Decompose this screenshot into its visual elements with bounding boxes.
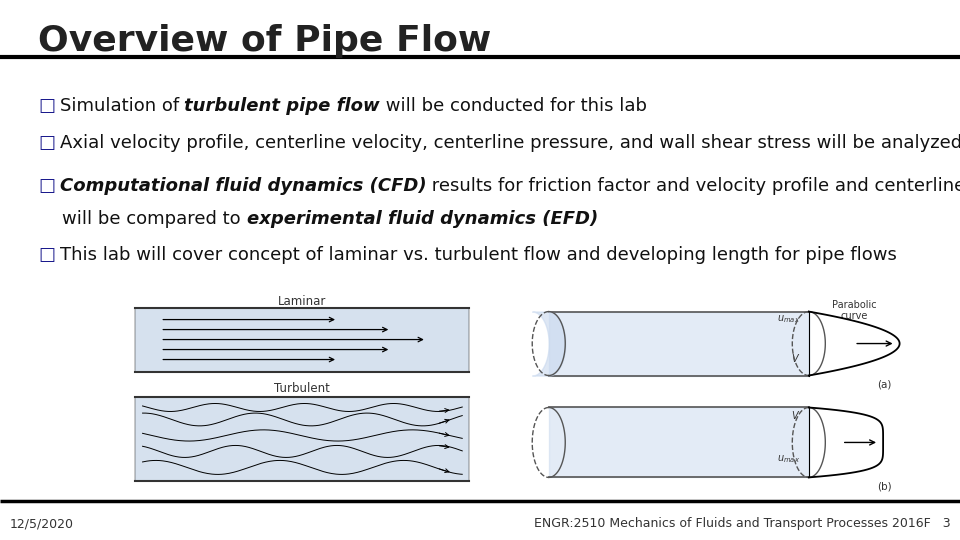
Text: 12/5/2020: 12/5/2020 (10, 517, 74, 530)
Bar (135, 308, 469, 372)
Text: experimental fluid dynamics (EFD): experimental fluid dynamics (EFD) (247, 210, 598, 227)
Text: □: □ (38, 246, 56, 264)
Text: □: □ (38, 97, 56, 115)
Text: □: □ (38, 177, 56, 195)
Polygon shape (549, 312, 808, 375)
Text: will be compared to: will be compared to (62, 210, 247, 227)
Polygon shape (549, 408, 808, 477)
Text: □: □ (38, 134, 56, 152)
Text: Laminar: Laminar (278, 295, 326, 308)
Text: Parabolic
curve: Parabolic curve (832, 300, 876, 321)
Text: $u_{max}$: $u_{max}$ (778, 314, 801, 326)
Text: This lab will cover concept of laminar vs. turbulent flow and developing length : This lab will cover concept of laminar v… (60, 246, 897, 264)
Text: $u_{max}$: $u_{max}$ (778, 454, 801, 465)
Text: results for friction factor and velocity profile and centerline pressure: results for friction factor and velocity… (426, 177, 960, 195)
Text: (b): (b) (876, 482, 892, 491)
Text: ENGR:2510 Mechanics of Fluids and Transport Processes 2016F   3: ENGR:2510 Mechanics of Fluids and Transp… (534, 517, 950, 530)
Text: $V$: $V$ (791, 352, 801, 363)
Text: turbulent pipe flow: turbulent pipe flow (184, 97, 380, 115)
Text: Turbulent: Turbulent (275, 381, 330, 395)
Text: Computational fluid dynamics (CFD): Computational fluid dynamics (CFD) (60, 177, 426, 195)
Text: will be conducted for this lab: will be conducted for this lab (380, 97, 647, 115)
Bar (135, 397, 469, 482)
Text: Overview of Pipe Flow: Overview of Pipe Flow (38, 24, 492, 58)
Text: Axial velocity profile, centerline velocity, centerline pressure, and wall shear: Axial velocity profile, centerline veloc… (60, 134, 960, 152)
Text: $V$: $V$ (791, 409, 801, 422)
Text: Simulation of: Simulation of (60, 97, 184, 115)
Text: (a): (a) (877, 380, 892, 389)
